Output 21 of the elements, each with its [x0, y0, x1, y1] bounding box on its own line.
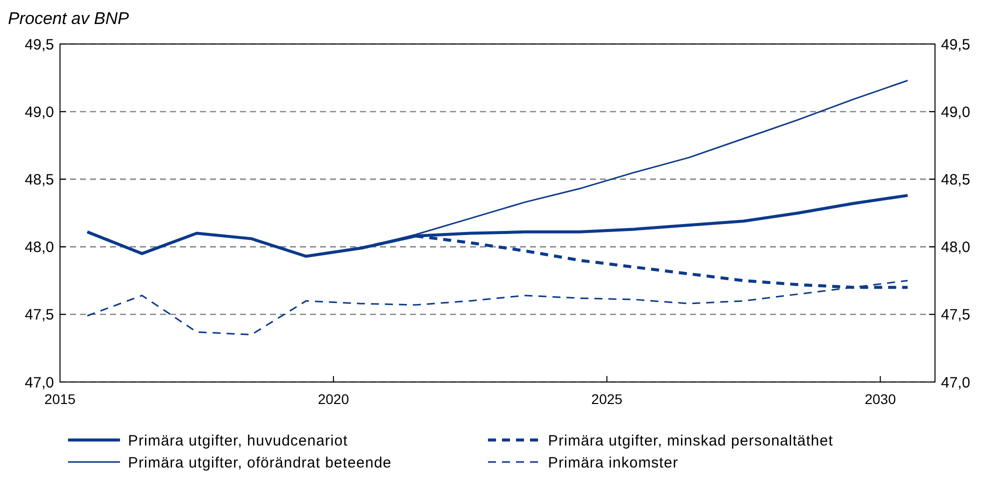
y-tick-label: 47,5	[24, 306, 54, 324]
y2-tick-label: 48,5	[941, 171, 970, 188]
y2-tick-label: 49,0	[941, 104, 970, 121]
y-tick-label: 48,5	[24, 171, 54, 188]
y2-tick-label: 47,0	[941, 374, 970, 392]
x-tick-label: 2025	[591, 391, 623, 407]
y2-tick-label: 47,5	[941, 306, 970, 324]
y-tick-label: 49,0	[24, 104, 54, 121]
y-tick-label: 49,5	[24, 36, 54, 54]
y-tick-label: 47,0	[24, 374, 54, 392]
y-tick-label: 48,0	[24, 239, 54, 256]
x-tick-label: 2030	[864, 391, 896, 407]
x-tick-label: 2020	[318, 391, 350, 407]
x-tick-label: 2015	[44, 391, 76, 407]
legend-label: Primära inkomster	[548, 454, 678, 472]
y2-tick-label: 48,0	[941, 239, 970, 256]
legend-label: Primära utgifter, huvudcenariot	[128, 432, 348, 450]
legend-label: Primära utgifter, minskad personaltäthet	[548, 432, 834, 450]
legend-label: Primära utgifter, oförändrat beteende	[128, 454, 392, 472]
chart-title: Procent av BNP	[8, 9, 130, 28]
y2-tick-label: 49,5	[941, 36, 970, 54]
